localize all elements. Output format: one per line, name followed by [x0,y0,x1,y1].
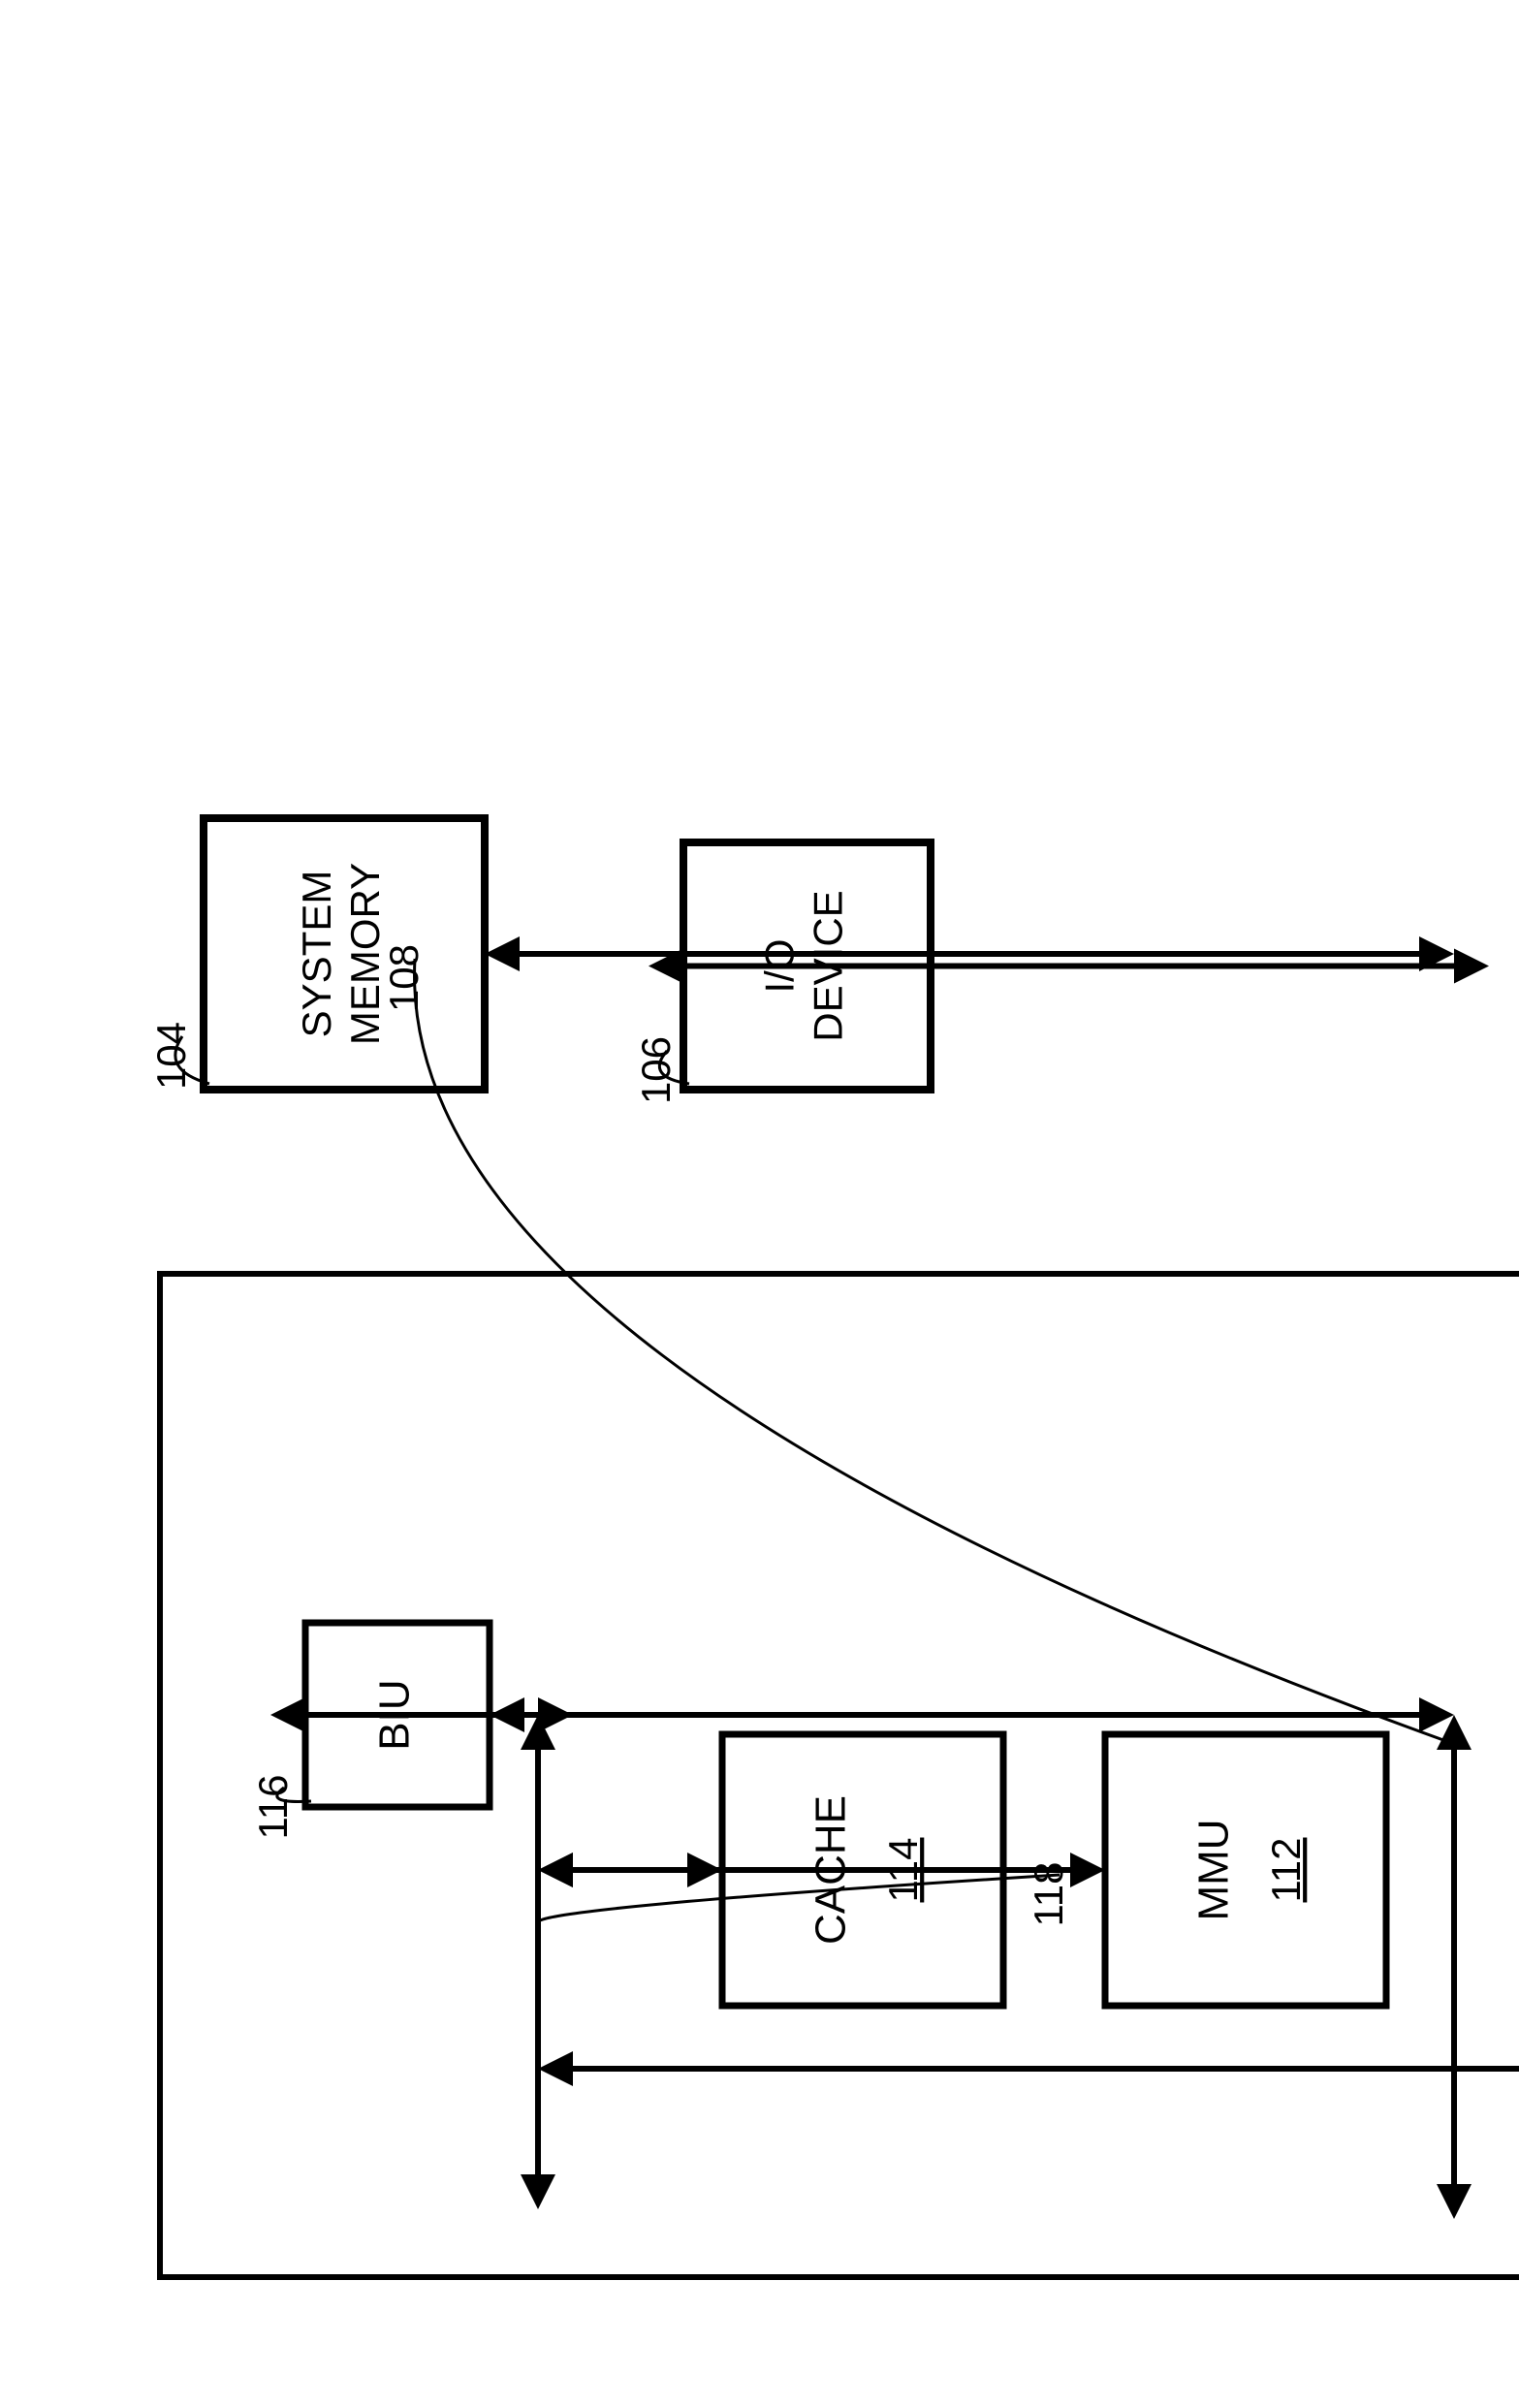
system_memory-ref: 104 [148,1022,194,1090]
system_memory-label-0: SYSTEM [294,871,339,1038]
io_device-ref: 106 [633,1036,679,1104]
mmu-label-1: 112 [1263,1838,1309,1903]
biu-ref: 116 [250,1775,296,1840]
internal-bus-ref: 118 [1026,1862,1071,1927]
diagram-root: PROCESSORCORE110MMU112CACHE114BIU116SYST… [148,818,1519,2277]
mmu-label-0: MMU [1190,1819,1238,1920]
mmu-box [1105,1734,1386,2006]
external-bus-ref: 108 [381,944,427,1012]
